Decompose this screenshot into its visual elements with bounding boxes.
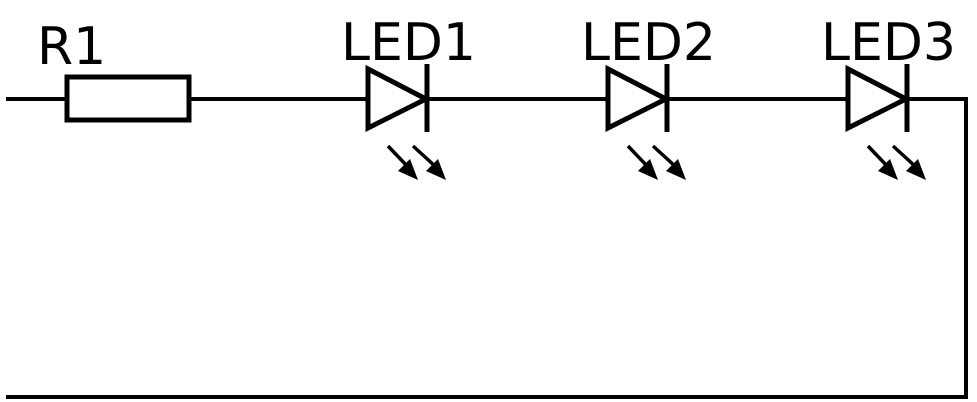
emission-arrow-left-head [398, 159, 418, 180]
led1-label: LED1 [341, 13, 476, 73]
emission-arrow-left-head [878, 159, 898, 180]
emission-arrow-right-head [666, 159, 686, 180]
light-emission-arrows [866, 144, 926, 180]
led-triangle [845, 64, 912, 133]
emission-arrow-left-shaft [626, 144, 650, 169]
led3-label: LED3 [821, 13, 956, 73]
emission-arrow-right-shaft [651, 144, 678, 169]
light-emission-arrows [386, 144, 446, 180]
resistor-r1: R1 [37, 17, 192, 123]
emission-arrow-right-shaft [411, 144, 438, 169]
emission-arrow-right-head [906, 159, 926, 180]
led-triangle [365, 64, 432, 133]
emission-arrow-left-head [638, 159, 658, 180]
led1: LED1 [341, 13, 476, 180]
led2-label: LED2 [581, 13, 716, 73]
emission-arrow-right-head [426, 159, 446, 180]
light-emission-arrows [626, 144, 686, 180]
led-triangle [605, 64, 672, 133]
resistor-label: R1 [37, 17, 106, 77]
led3: LED3 [821, 13, 956, 180]
emission-arrow-right-shaft [891, 144, 918, 169]
led2: LED2 [581, 13, 716, 180]
emission-arrow-left-shaft [866, 144, 890, 169]
emission-arrow-left-shaft [386, 144, 410, 169]
resistor-body [64, 74, 192, 123]
wires [6, 97, 968, 399]
